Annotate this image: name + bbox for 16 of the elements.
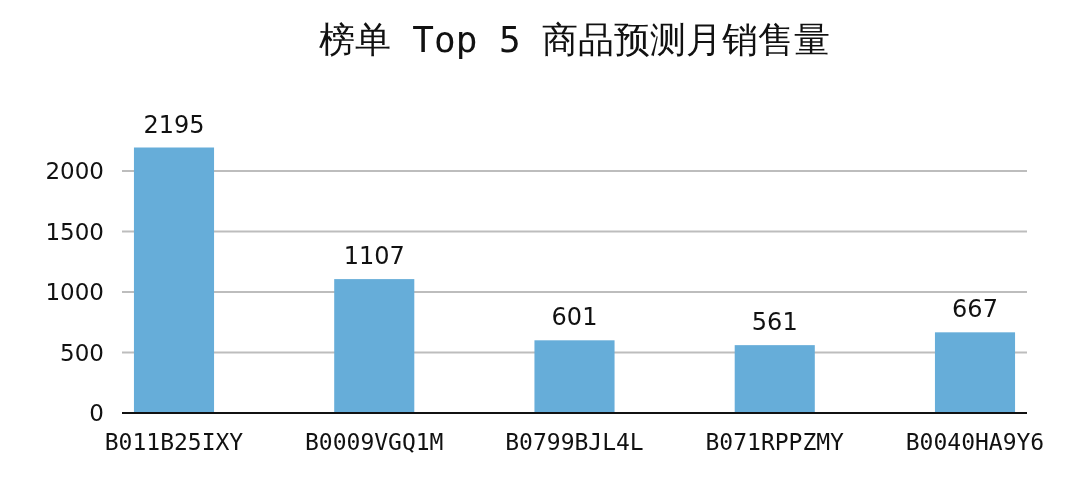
y-tick-label: 500 bbox=[60, 339, 104, 366]
y-tick-label: 1500 bbox=[45, 218, 104, 245]
y-tick-label: 0 bbox=[89, 400, 104, 426]
y-tick-label: 2000 bbox=[45, 158, 104, 185]
x-tick-label: B011B25IXY bbox=[104, 429, 244, 455]
x-tick-label: B0009VGQ1M bbox=[305, 429, 444, 455]
data-label: 2195 bbox=[143, 110, 205, 139]
data-label: 601 bbox=[551, 303, 598, 332]
chart-title: 榜单 Top 5 商品预测月销售量 bbox=[318, 19, 831, 60]
y-tick-label: 1000 bbox=[45, 279, 104, 306]
x-tick-label: B0040HA9Y6 bbox=[905, 429, 1045, 455]
x-tick-label: B071RPPZMY bbox=[705, 429, 844, 455]
x-tick-label: B0799BJL4L bbox=[505, 429, 644, 455]
data-label: 667 bbox=[952, 295, 998, 324]
data-label: 1107 bbox=[343, 242, 405, 271]
data-label: 561 bbox=[751, 308, 798, 337]
